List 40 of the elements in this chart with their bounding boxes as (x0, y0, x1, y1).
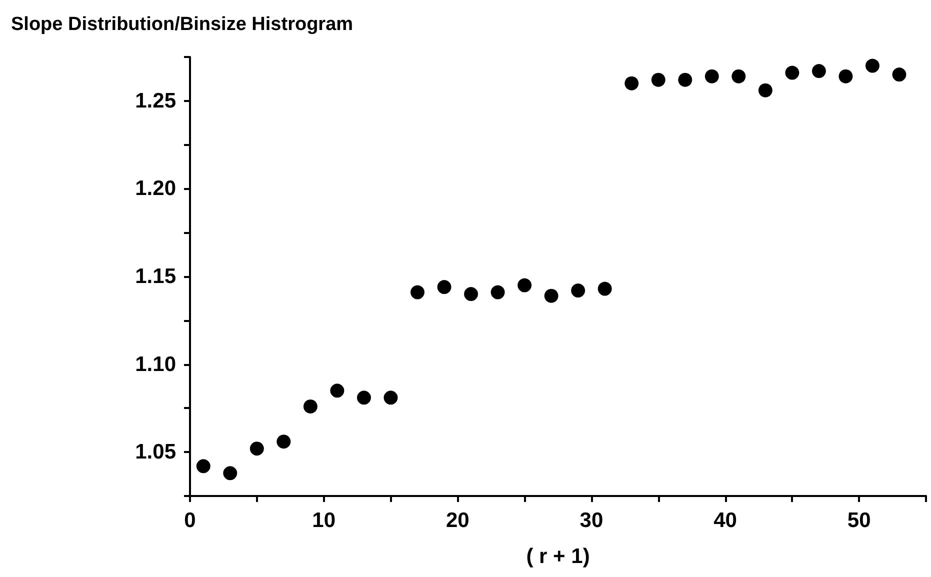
point (518, 278, 532, 292)
chart-title: Slope Distribution/Binsize Histrogram (11, 14, 354, 35)
point (490, 285, 505, 300)
point (544, 288, 558, 303)
y-tick-label: 1.10 (135, 352, 176, 376)
x-tick-label: 40 (714, 509, 737, 532)
y-tick-label: 1.20 (135, 177, 176, 200)
point (598, 282, 612, 296)
point (758, 83, 772, 98)
point (384, 390, 398, 405)
x-axis-title: ( r + 1) (526, 545, 590, 568)
x-tick-label: 10 (312, 509, 336, 532)
point (678, 72, 692, 87)
point (571, 284, 586, 298)
y-tick-label: 1.25 (135, 89, 176, 112)
point (838, 69, 853, 84)
point (276, 434, 291, 449)
x-tick-label: 30 (580, 509, 604, 532)
point (223, 466, 238, 480)
point (732, 69, 746, 84)
point (250, 442, 264, 456)
point (812, 64, 826, 78)
point (865, 58, 880, 73)
point (410, 285, 424, 300)
point (624, 76, 639, 90)
x-tick-label: 0 (184, 509, 196, 532)
x-tick-label: 20 (446, 509, 470, 532)
y-tick-label: 1.05 (135, 440, 176, 464)
point (356, 390, 371, 405)
point (704, 69, 719, 84)
x-tick-label: 50 (847, 509, 871, 532)
point (437, 280, 452, 294)
point (464, 287, 478, 302)
point (785, 66, 800, 80)
y-tick-label: 1.15 (135, 265, 176, 288)
point (651, 72, 666, 87)
point (892, 68, 906, 82)
point (303, 399, 318, 414)
point (330, 384, 344, 398)
point (196, 459, 210, 474)
